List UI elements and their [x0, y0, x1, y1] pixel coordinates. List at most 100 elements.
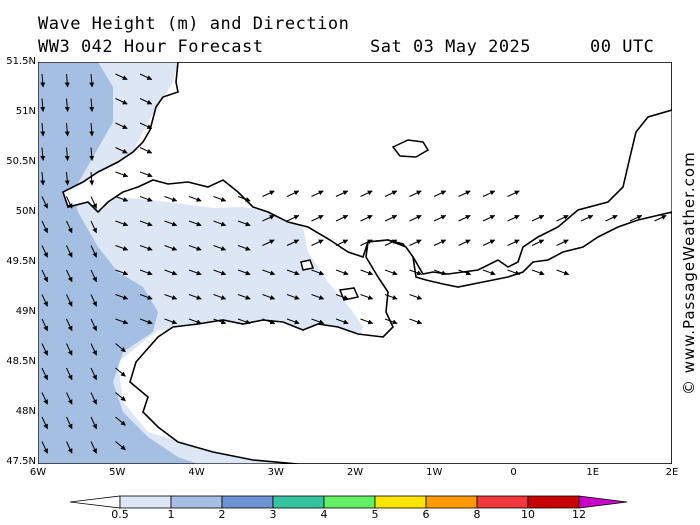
- wave-arrow: [409, 215, 422, 222]
- wave-arrow: [66, 196, 73, 209]
- wave-arrow: [41, 196, 48, 209]
- legend-swatch: [323, 495, 376, 509]
- wave-arrow: [90, 269, 97, 283]
- jersey-island: [338, 287, 360, 301]
- wave-arrow: [262, 239, 275, 246]
- england-land: [62, 62, 672, 275]
- wave-arrow: [237, 245, 251, 251]
- wave-arrow: [384, 190, 398, 197]
- wave-arrow: [90, 441, 97, 454]
- wave-arrow: [237, 294, 251, 300]
- wave-arrow: [89, 147, 95, 161]
- wave-arrow: [482, 239, 496, 246]
- wave-arrow: [188, 245, 202, 251]
- wave-arrow: [90, 245, 97, 258]
- wave-arrow: [213, 294, 227, 300]
- wave-band-1-2m: [38, 62, 198, 464]
- wave-arrow: [115, 245, 129, 251]
- wave-arrow: [115, 220, 129, 227]
- wave-arrow: [335, 215, 349, 222]
- wave-arrow: [360, 294, 374, 300]
- wave-arrow: [64, 98, 70, 112]
- legend-swatch: [170, 495, 223, 509]
- wave-arrow: [66, 416, 73, 430]
- wave-arrow: [115, 343, 126, 353]
- wave-arrow: [41, 245, 48, 258]
- wave-arrow: [360, 318, 374, 325]
- wave-arrow: [115, 367, 126, 377]
- legend-swatch: [578, 495, 628, 509]
- wave-arrow: [556, 269, 570, 276]
- wave-arrow: [384, 239, 398, 246]
- wave-arrow: [164, 269, 178, 276]
- wave-arrow: [237, 318, 251, 325]
- wave-arrow: [41, 318, 48, 332]
- wave-arrow: [286, 294, 300, 300]
- legend-swatch: [527, 495, 580, 509]
- lat-tick-label: 48.5N: [6, 356, 36, 367]
- wave-arrow: [311, 269, 325, 276]
- wave-arrow: [458, 215, 471, 222]
- wave-arrow: [335, 318, 349, 325]
- france-normandy-land: [129, 211, 672, 464]
- wave-map: [38, 62, 672, 464]
- wave-arrow: [164, 318, 178, 325]
- wave-arrow: [384, 269, 398, 276]
- wave-arrow: [409, 239, 422, 246]
- wave-arrow: [41, 367, 48, 381]
- lon-tick-label: 5W: [109, 467, 126, 478]
- wave-arrow: [90, 196, 97, 209]
- wave-arrow: [115, 318, 129, 325]
- forecast-model-label: WW3 042 Hour Forecast: [38, 37, 264, 57]
- wave-arrow: [66, 220, 73, 234]
- wave-arrow: [115, 269, 129, 276]
- lon-tick-label: 1W: [426, 467, 443, 478]
- wave-arrow: [311, 318, 325, 325]
- wave-arrow: [90, 392, 97, 405]
- wave-arrow: [335, 239, 349, 246]
- lat-tick-label: 49N: [15, 306, 36, 317]
- wave-arrow: [262, 190, 275, 197]
- chart-title: Wave Height (m) and Direction: [38, 14, 350, 34]
- legend-swatch: [374, 495, 427, 509]
- wave-arrow: [139, 318, 153, 325]
- lat-tick-label: 51N: [15, 106, 36, 117]
- lat-tick-label: 50.5N: [6, 156, 36, 167]
- wave-arrow: [164, 220, 178, 227]
- wave-arrow: [384, 294, 398, 300]
- legend-label: 4: [320, 508, 328, 521]
- legend-swatch: [425, 495, 478, 509]
- lon-tick-label: 2W: [346, 467, 364, 478]
- legend-label: 1: [167, 508, 175, 521]
- wave-arrow: [384, 318, 398, 325]
- credit-watermark: © www.PassageWeather.com: [680, 151, 698, 395]
- wave-arrow: [335, 190, 349, 197]
- wave-arrow: [286, 318, 300, 325]
- lat-tick-label: 47.5N: [6, 456, 36, 467]
- wave-arrow: [335, 269, 349, 276]
- wave-arrow: [384, 215, 398, 222]
- wave-arrow: [311, 239, 324, 246]
- wave-arrow: [507, 190, 520, 197]
- wave-arrow: [458, 190, 471, 197]
- wave-arrow: [409, 269, 423, 276]
- wave-arrow: [139, 294, 153, 300]
- wave-arrow: [188, 196, 202, 202]
- wave-arrow: [311, 190, 324, 197]
- wave-arrow: [115, 98, 128, 105]
- wave-height-legend: [70, 495, 628, 509]
- wave-arrow: [40, 98, 46, 112]
- wave-arrow: [40, 171, 46, 186]
- wave-arrow: [41, 392, 48, 405]
- wave-arrow: [64, 147, 70, 161]
- legend-label: 5: [371, 508, 379, 521]
- wave-arrow: [360, 215, 373, 222]
- wave-arrow: [139, 171, 153, 178]
- wave-arrow: [409, 318, 423, 325]
- wave-arrow: [41, 294, 48, 307]
- wave-arrow: [115, 416, 126, 426]
- wave-arrow: [89, 171, 95, 186]
- wave-arrow: [286, 190, 300, 197]
- wave-arrow: [433, 215, 447, 222]
- wave-arrow: [90, 343, 97, 356]
